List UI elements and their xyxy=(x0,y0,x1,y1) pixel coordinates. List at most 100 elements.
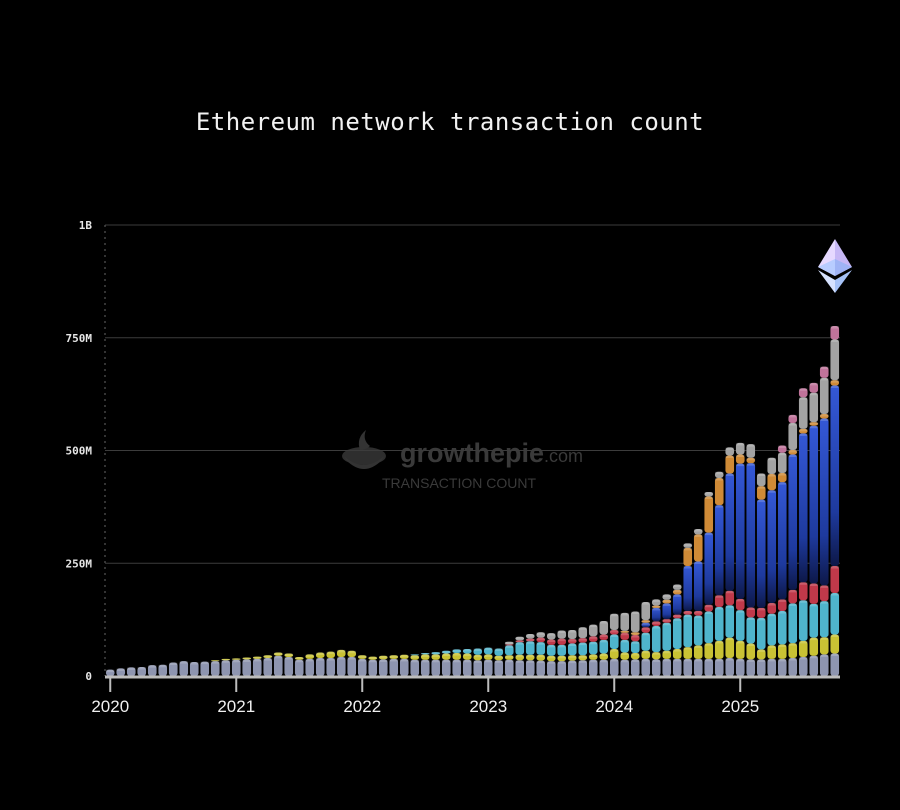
bar-segment-cap xyxy=(368,659,378,663)
bar-stack xyxy=(420,652,430,676)
bar-segment-cap xyxy=(326,651,336,655)
bar-segment-yellow xyxy=(735,640,745,659)
bar-segment-cap xyxy=(735,454,745,458)
bar-segment-cap xyxy=(536,654,546,658)
bar-segment-red xyxy=(651,621,661,626)
bar-stack xyxy=(168,662,178,676)
bar-segment-base xyxy=(273,655,283,676)
bar-segment-cap xyxy=(798,640,808,644)
bar-segment-gray xyxy=(672,584,682,590)
bar-segment-red xyxy=(662,619,672,623)
bar-segment-cap xyxy=(105,669,115,673)
bar-segment-gray xyxy=(515,636,525,641)
bar-segment-cap xyxy=(168,662,178,665)
bar-segment-cap xyxy=(620,612,630,616)
bar-segment-cap xyxy=(462,648,472,652)
bar-segment-base xyxy=(315,657,325,676)
bar-segment-cap xyxy=(525,660,535,663)
bar-stack xyxy=(473,648,483,676)
bar-segment-cap xyxy=(725,455,735,458)
bar-segment-base xyxy=(504,659,514,676)
bar-segment-pink xyxy=(777,445,787,453)
bar-segment-cap xyxy=(672,584,682,587)
bar-segment-orange xyxy=(788,450,798,455)
bar-segment-base xyxy=(263,657,273,676)
bar-segment-cap xyxy=(735,610,745,613)
bar-segment-base xyxy=(683,658,693,676)
bar-segment-base xyxy=(557,661,567,676)
bar-segment-cap xyxy=(777,452,787,456)
bar-segment-cap xyxy=(819,418,829,421)
bar-segment-teal xyxy=(756,617,766,650)
bar-stack xyxy=(389,655,399,676)
bar-segment-teal xyxy=(630,641,640,653)
bar-segment-cap xyxy=(704,532,714,536)
bar-segment-cap xyxy=(767,645,777,648)
bar-segment-cap xyxy=(116,668,126,671)
bar-segment-gray xyxy=(756,473,766,487)
bar-segment-teal xyxy=(651,625,661,653)
bar-segment-teal xyxy=(546,644,556,656)
bar-segment-gray xyxy=(819,377,829,414)
bar-segment-yellow xyxy=(473,654,483,661)
bar-segment-cap xyxy=(725,605,735,608)
bar-segment-red xyxy=(683,611,693,615)
bar-segment-cap xyxy=(662,658,672,662)
bar-segment-yellow xyxy=(767,645,777,659)
bar-segment-base xyxy=(599,659,609,676)
bar-stack xyxy=(431,652,441,676)
bar-segment-base xyxy=(147,665,157,676)
bar-segment-base xyxy=(536,660,546,676)
bar-segment-yellow xyxy=(536,654,546,661)
bar-segment-cap xyxy=(326,657,336,661)
bar-segment-cap xyxy=(630,632,640,635)
bar-segment-base xyxy=(567,660,577,676)
bar-segment-cap xyxy=(788,454,798,458)
bar-segment-base xyxy=(368,659,378,676)
bar-segment-cap xyxy=(746,463,756,466)
bar-stack xyxy=(336,649,346,676)
bar-segment-cap xyxy=(756,617,766,621)
bar-stack xyxy=(546,633,556,676)
bar-segment-base xyxy=(756,659,766,676)
bar-segment-cap xyxy=(746,659,756,662)
bar-segment-cap xyxy=(221,658,231,661)
bar-segment-orange xyxy=(672,589,682,595)
bar-segment-blue xyxy=(819,418,829,586)
bar-segment-teal xyxy=(557,644,567,656)
bar-segment-cap xyxy=(525,641,535,644)
bar-segment-cap xyxy=(777,611,787,614)
bar-segment-gray xyxy=(609,613,619,630)
bar-segment-cap xyxy=(777,644,787,647)
bar-segment-cap xyxy=(294,659,304,663)
bar-segment-base xyxy=(630,659,640,676)
bar-segment-cap xyxy=(809,603,819,607)
bar-segment-gray xyxy=(557,630,567,639)
bar-segment-teal xyxy=(620,639,630,653)
bar-segment-cap xyxy=(200,661,210,665)
bar-segment-cap xyxy=(683,543,693,546)
watermark xyxy=(342,430,386,469)
watermark-brand: growthepie.com xyxy=(400,438,583,468)
bar-segment-pink xyxy=(788,414,798,423)
bar-stack xyxy=(809,382,819,676)
bar-segment-orange xyxy=(704,496,714,533)
bar-segment-red xyxy=(588,636,598,642)
bar-segment-teal xyxy=(410,654,420,656)
x-tick-label: 2024 xyxy=(595,697,633,716)
bar-segment-gray xyxy=(767,457,777,474)
bar-segment-cap xyxy=(273,652,283,656)
bar-segment-cap xyxy=(651,621,661,624)
bar-segment-gray xyxy=(693,528,703,535)
bar-stack xyxy=(357,655,367,676)
bar-segment-blue xyxy=(693,561,703,612)
bar-segment-cap xyxy=(662,650,672,654)
bar-segment-cap xyxy=(819,601,829,604)
bar-segment-cap xyxy=(641,622,651,626)
bar-segment-cap xyxy=(630,659,640,662)
bar-segment-cap xyxy=(536,642,546,645)
bar-stack xyxy=(326,651,336,676)
bar-segment-cap xyxy=(315,657,325,661)
axes: 2020 2021 2022 2023 2024 2025 xyxy=(91,225,840,716)
bar-segment-yellow xyxy=(431,654,441,660)
